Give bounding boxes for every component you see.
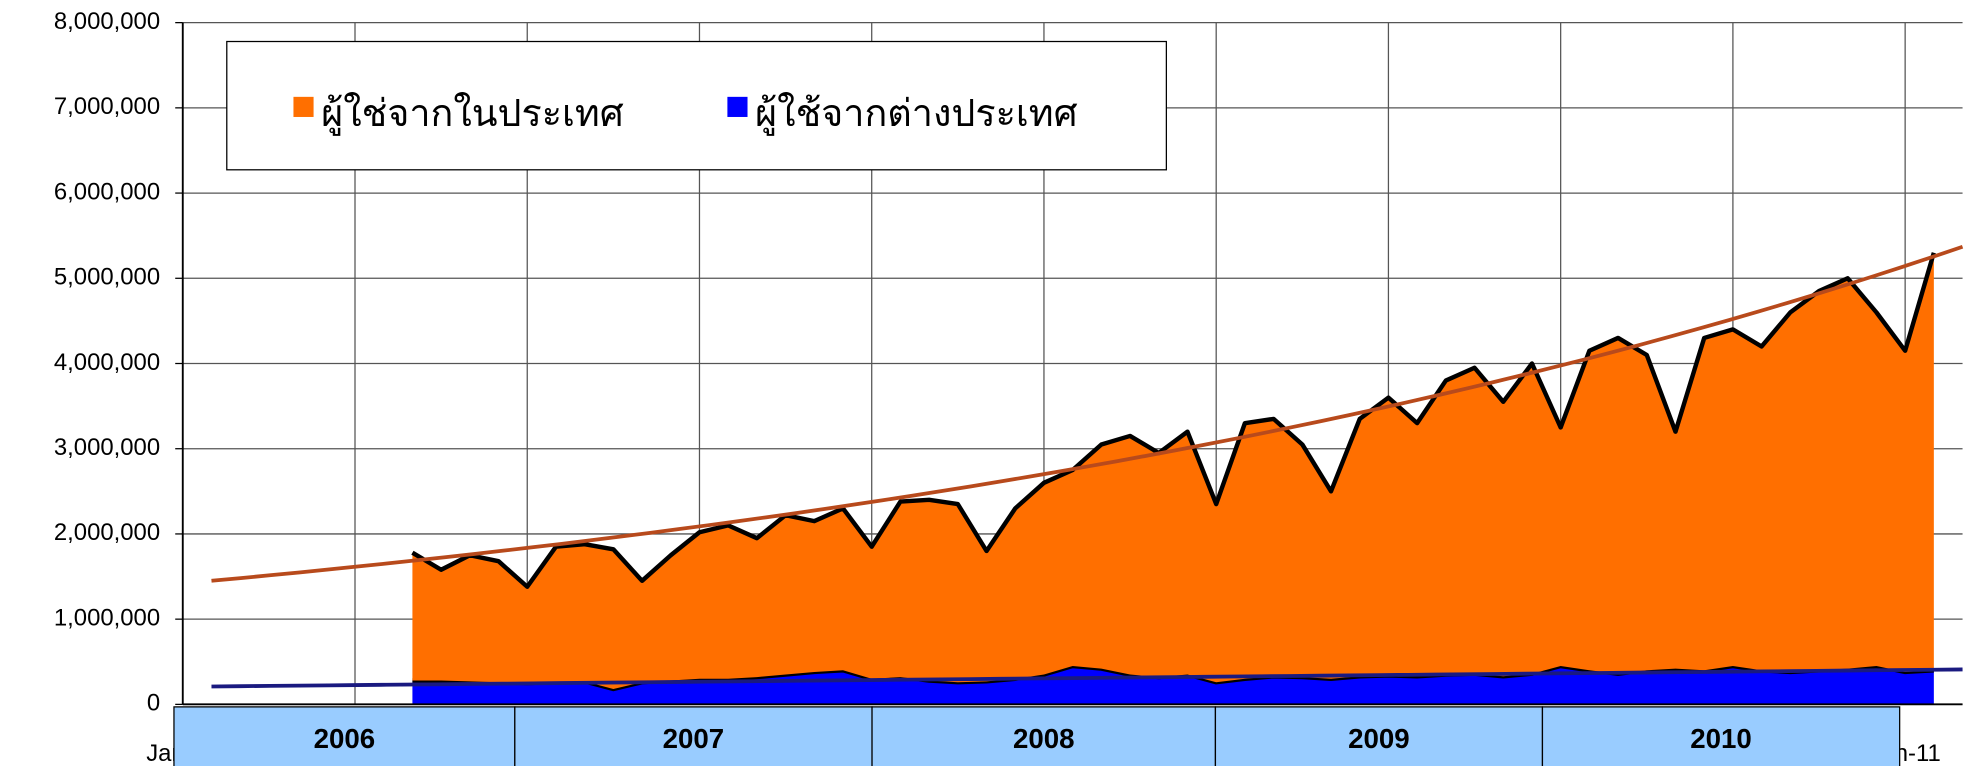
year-label: 2008 [1013, 723, 1075, 754]
y-tick-label: 1,000,000 [54, 604, 160, 631]
y-tick-label: 4,000,000 [54, 349, 160, 376]
year-band [871, 706, 1217, 766]
year-band [173, 706, 516, 766]
legend-label: ผู้ใช้จากต่างประเทศ [755, 91, 1078, 136]
legend-box [226, 40, 1167, 171]
year-label: 2009 [1348, 723, 1410, 754]
legend: ผู้ใช่จากในประเทศ ผู้ใช้จากต่างประเทศ [226, 40, 1167, 171]
legend-swatch [727, 96, 748, 117]
year-label: 2006 [314, 723, 376, 754]
y-tick-label: 5,000,000 [54, 264, 160, 291]
y-tick-label: 0 [147, 690, 160, 717]
y-tick-label: 6,000,000 [54, 178, 160, 205]
y-tick-label: 7,000,000 [54, 93, 160, 120]
y-tick-label: 3,000,000 [54, 434, 160, 461]
y-tick-label: 8,000,000 [54, 8, 160, 35]
trendline [211, 667, 1963, 689]
year-band [514, 706, 873, 766]
year-band [1214, 706, 1544, 766]
y-tick-label: 2,000,000 [54, 519, 160, 546]
trendline [211, 244, 1964, 583]
legend-label: ผู้ใช่จากในประเทศ [321, 91, 624, 136]
area-outline [411, 252, 1936, 589]
year-band [1541, 706, 1901, 766]
year-label: 2010 [1690, 723, 1752, 754]
area [412, 252, 1934, 690]
year-label: 2007 [663, 723, 725, 754]
legend-swatch [293, 96, 314, 117]
